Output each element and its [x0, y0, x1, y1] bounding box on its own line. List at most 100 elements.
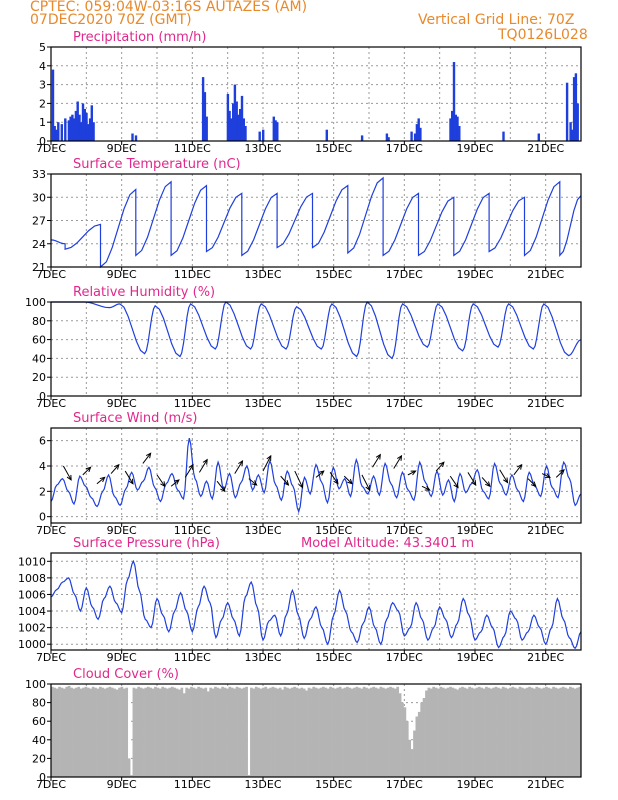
wind-arrow-head — [530, 481, 537, 488]
pres-xtick-label: 17DEC — [386, 651, 423, 664]
cloud-bar — [149, 687, 153, 777]
wind-ytick-label: 4 — [39, 460, 46, 473]
cloud-bar — [506, 688, 510, 777]
cloud-bar — [489, 688, 493, 777]
cloud-bar — [322, 686, 325, 777]
temp-ytick-label: 30 — [32, 191, 46, 204]
cloud-bar — [79, 688, 83, 777]
temp-xtick-label: 21DEC — [527, 268, 564, 281]
cloud-bar — [122, 688, 126, 777]
cloud-bar — [511, 686, 515, 777]
cloud-bar — [91, 686, 95, 777]
cloud-xtick-label: 19DEC — [456, 778, 493, 791]
wind-arrow — [142, 453, 152, 464]
cloud-title: Cloud Cover (%) — [73, 667, 179, 682]
rh-ytick-label: 100 — [25, 296, 46, 309]
cloud-ytick-label: 0 — [39, 771, 46, 784]
cloud-xtick-label: 15DEC — [315, 778, 352, 791]
cloud-bar — [250, 687, 253, 777]
cloud-bar — [571, 687, 575, 777]
precip-bar — [230, 118, 233, 141]
wind-arrow-head — [251, 480, 258, 486]
precip-bar — [240, 95, 244, 141]
cloud-bar — [391, 687, 395, 777]
cloud-bar — [365, 687, 368, 777]
cloud-bar — [434, 687, 438, 777]
cloud-bar — [132, 687, 136, 777]
cloud-bar — [441, 687, 445, 777]
cloud-bar — [202, 688, 205, 777]
cloud-bar — [417, 711, 421, 777]
precip-plot-frame — [50, 46, 582, 142]
cloud-bar — [214, 686, 217, 777]
precip-xtick-label: 17DEC — [386, 142, 423, 155]
cloud-xtick-label: 7DEC — [36, 778, 66, 791]
wind-arrow — [449, 475, 459, 488]
wind-arrow-head — [375, 453, 381, 460]
cloud-bar — [317, 688, 320, 777]
wind-arrow — [82, 466, 91, 476]
pres-xtick-label: 11DEC — [174, 651, 211, 664]
wind-xtick-label: 7DEC — [36, 524, 66, 537]
precip-ytick-label: 5 — [39, 41, 46, 54]
cloud-bar — [106, 687, 109, 777]
cloud-bar — [247, 775, 251, 777]
cloud-bar — [180, 687, 184, 777]
precip-ytick-label: 1 — [39, 116, 46, 129]
precip-bar — [239, 109, 242, 141]
cloud-bar — [197, 686, 200, 777]
cloud-bar — [254, 686, 258, 777]
cloud-bar — [516, 688, 519, 777]
precip-bar — [410, 131, 413, 141]
cloud-bar — [336, 687, 340, 777]
precip-bar — [92, 122, 95, 141]
cloud-bar — [137, 686, 141, 777]
precip-bar — [235, 101, 238, 141]
cloud-bar — [465, 688, 469, 777]
rh-ytick-label: 40 — [32, 352, 46, 365]
cloud-bar — [314, 687, 318, 777]
pres-ytick-label: 1004 — [18, 605, 46, 618]
cloud-bar — [468, 686, 471, 777]
cloud-bar — [398, 693, 402, 777]
precip-bar — [57, 122, 60, 141]
cloud-bar — [89, 688, 93, 777]
cloud-ytick-label: 60 — [32, 715, 46, 728]
precip-bar — [419, 127, 422, 141]
temp-ytick-label: 33 — [32, 168, 46, 181]
cloud-bar — [266, 688, 270, 777]
cloud-bar — [242, 687, 246, 777]
precip-bar — [88, 118, 92, 141]
cloud-bar — [345, 686, 349, 777]
wind-arrow-head — [544, 473, 551, 478]
precip-bar — [458, 126, 461, 141]
cloud-bar — [369, 687, 373, 777]
precip-bar — [69, 116, 72, 141]
cloud-bar — [355, 686, 359, 777]
cloud-bar — [379, 686, 383, 777]
precip-ytick-label: 0 — [39, 135, 46, 148]
pressure-line — [50, 559, 582, 650]
wind-xtick-label: 17DEC — [386, 524, 423, 537]
cloud-bar — [461, 686, 464, 777]
cloud-bar — [262, 687, 265, 777]
cloud-bar — [298, 688, 301, 777]
cloud-bar — [552, 686, 555, 777]
rh-plot-frame — [50, 301, 582, 397]
wind-arrow-head — [453, 482, 459, 489]
wind-arrow — [96, 477, 106, 485]
wind-ytick-label: 6 — [39, 435, 46, 448]
precip-bar — [569, 122, 572, 141]
cloud-bar — [367, 688, 371, 777]
wind-xtick-label: 11DEC — [174, 524, 211, 537]
cloud-bar — [381, 687, 385, 777]
precip-bar — [417, 118, 420, 141]
temp-xtick-label: 19DEC — [456, 268, 493, 281]
cloud-bar — [528, 686, 531, 777]
precip-xtick-label: 19DEC — [456, 142, 493, 155]
precip-bar — [64, 118, 67, 141]
cloud-bar — [535, 686, 539, 777]
cloud-bar — [341, 688, 344, 777]
cloud-bar — [101, 687, 105, 777]
